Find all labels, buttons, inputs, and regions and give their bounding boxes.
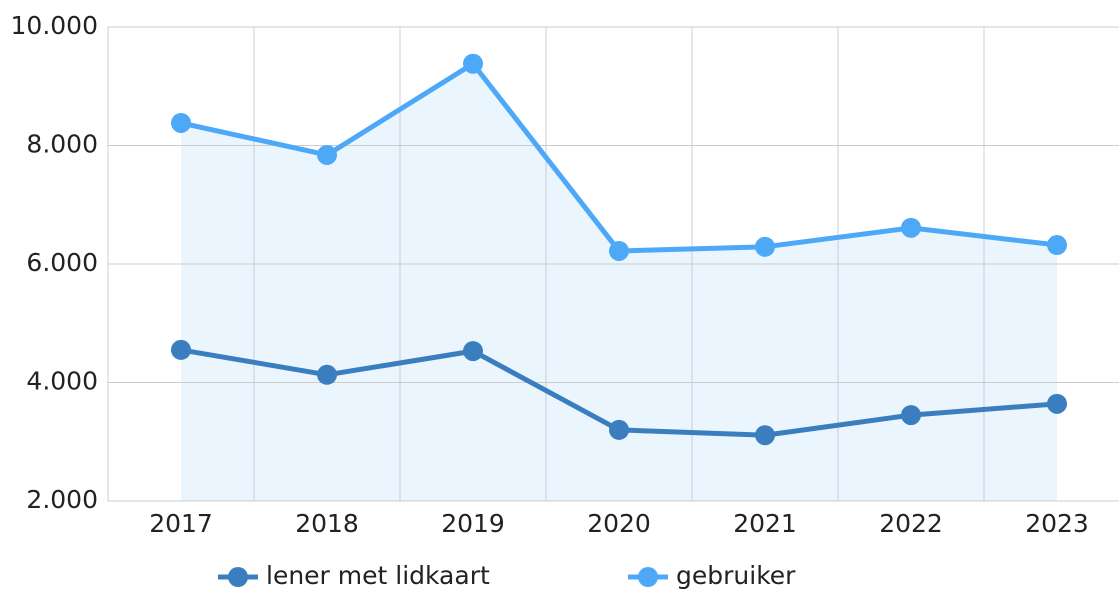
y-tick-label: 10.000 — [11, 11, 98, 40]
x-tick-label: 2019 — [441, 509, 505, 538]
x-tick-label: 2023 — [1025, 509, 1089, 538]
point — [901, 217, 921, 238]
y-tick-label: 4.000 — [26, 367, 98, 396]
lines — [171, 53, 1067, 446]
legend-marker — [228, 567, 248, 587]
point — [171, 339, 191, 360]
point — [317, 144, 337, 165]
point — [755, 236, 775, 257]
y-tick-label: 8.000 — [26, 130, 98, 159]
legend-item[interactable]: gebruiker — [628, 561, 796, 590]
point — [1047, 235, 1067, 256]
legend-label: gebruiker — [676, 561, 796, 590]
legend-marker — [638, 567, 658, 587]
point — [463, 53, 483, 74]
x-tick-label: 2022 — [879, 509, 943, 538]
y-tick-label: 2.000 — [26, 485, 98, 514]
y-tick-label: 6.000 — [26, 248, 98, 277]
point — [609, 419, 629, 440]
point — [901, 405, 921, 426]
legend-label: lener met lidkaart — [266, 561, 490, 590]
point — [317, 364, 337, 385]
x-tick-label: 2018 — [295, 509, 359, 538]
point — [463, 341, 483, 362]
x-tick-label: 2020 — [587, 509, 651, 538]
x-tick-label: 2017 — [149, 509, 213, 538]
point — [1047, 393, 1067, 414]
point — [755, 425, 775, 446]
x-tick-label: 2021 — [733, 509, 797, 538]
point — [171, 112, 191, 133]
legend-item[interactable]: lener met lidkaart — [218, 561, 490, 590]
point — [609, 240, 629, 261]
